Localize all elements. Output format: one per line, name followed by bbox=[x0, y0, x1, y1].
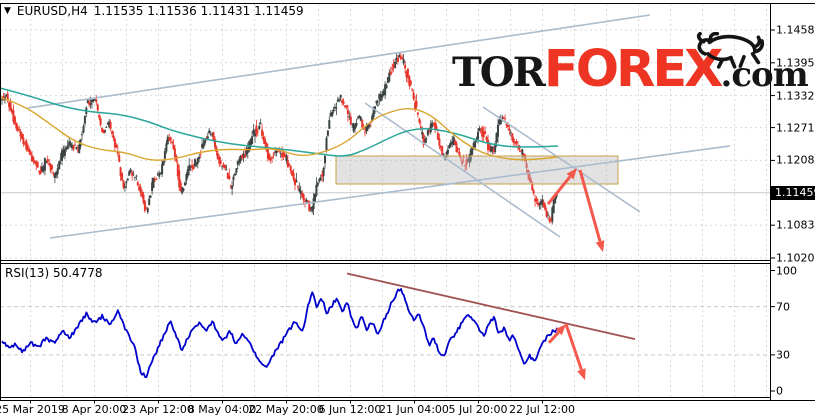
price-axis-label: 1.12080 bbox=[776, 153, 815, 167]
logo-text-forex: FOREX bbox=[543, 40, 724, 99]
time-axis-label: 8 Apr 20:00 bbox=[61, 403, 127, 416]
rsi-axis-label: 30 bbox=[776, 348, 790, 362]
rsi-axis-label: 70 bbox=[776, 300, 790, 314]
time-axis: 25 Mar 2019 8 Apr 20:00 23 Apr 12:00 8 May … bbox=[0, 403, 815, 419]
price-axis-label: 1.10205 bbox=[776, 251, 815, 265]
time-axis-label: 6 Jun 12:00 bbox=[318, 403, 382, 416]
rsi-axis-label: 100 bbox=[776, 264, 797, 277]
rsi-axis-label: 0 bbox=[776, 384, 783, 398]
price-axis-label: 1.10835 bbox=[776, 218, 815, 232]
current-price-badge: 1.11459 bbox=[771, 185, 815, 200]
price-axis-label: 1.12710 bbox=[776, 121, 815, 135]
time-axis-label: 23 Apr 12:00 bbox=[122, 403, 194, 416]
time-axis-label: 22 Jul 12:00 bbox=[509, 403, 575, 416]
ohlc-readout: 1.11535 1.11536 1.11431 1.11459 bbox=[93, 4, 304, 18]
bull-logo-icon bbox=[696, 32, 765, 69]
logo-text-tor: TOR bbox=[452, 49, 546, 96]
price-axis-label: 1.14585 bbox=[776, 23, 815, 37]
time-axis-label: 22 May 20:00 bbox=[248, 403, 324, 416]
price-axis-label: 1.13325 bbox=[776, 89, 815, 103]
time-axis-label: 8 May 04:00 bbox=[187, 403, 257, 416]
torforex-logo: TOR FOREX .com bbox=[452, 32, 809, 99]
time-axis-label: 21 Jun 04:00 bbox=[379, 403, 449, 416]
symbol-name: EURUSD,H4 bbox=[16, 4, 88, 18]
symbol-title[interactable]: ▼ EURUSD,H4 1.11535 1.11536 1.11431 1.11… bbox=[4, 4, 304, 18]
rsi-indicator-label: RSI(13) 50.4778 bbox=[5, 266, 103, 280]
price-axis-label: 1.13955 bbox=[776, 56, 815, 70]
time-axis-label: 25 Mar 2019 bbox=[0, 403, 65, 416]
symbol-dropdown-icon[interactable]: ▼ bbox=[4, 6, 11, 16]
time-axis-label: 5 Jul 20:00 bbox=[448, 403, 508, 416]
price-axis: 1.14585 1.13955 1.13325 1.12710 1.12080 1.108… bbox=[771, 0, 815, 419]
